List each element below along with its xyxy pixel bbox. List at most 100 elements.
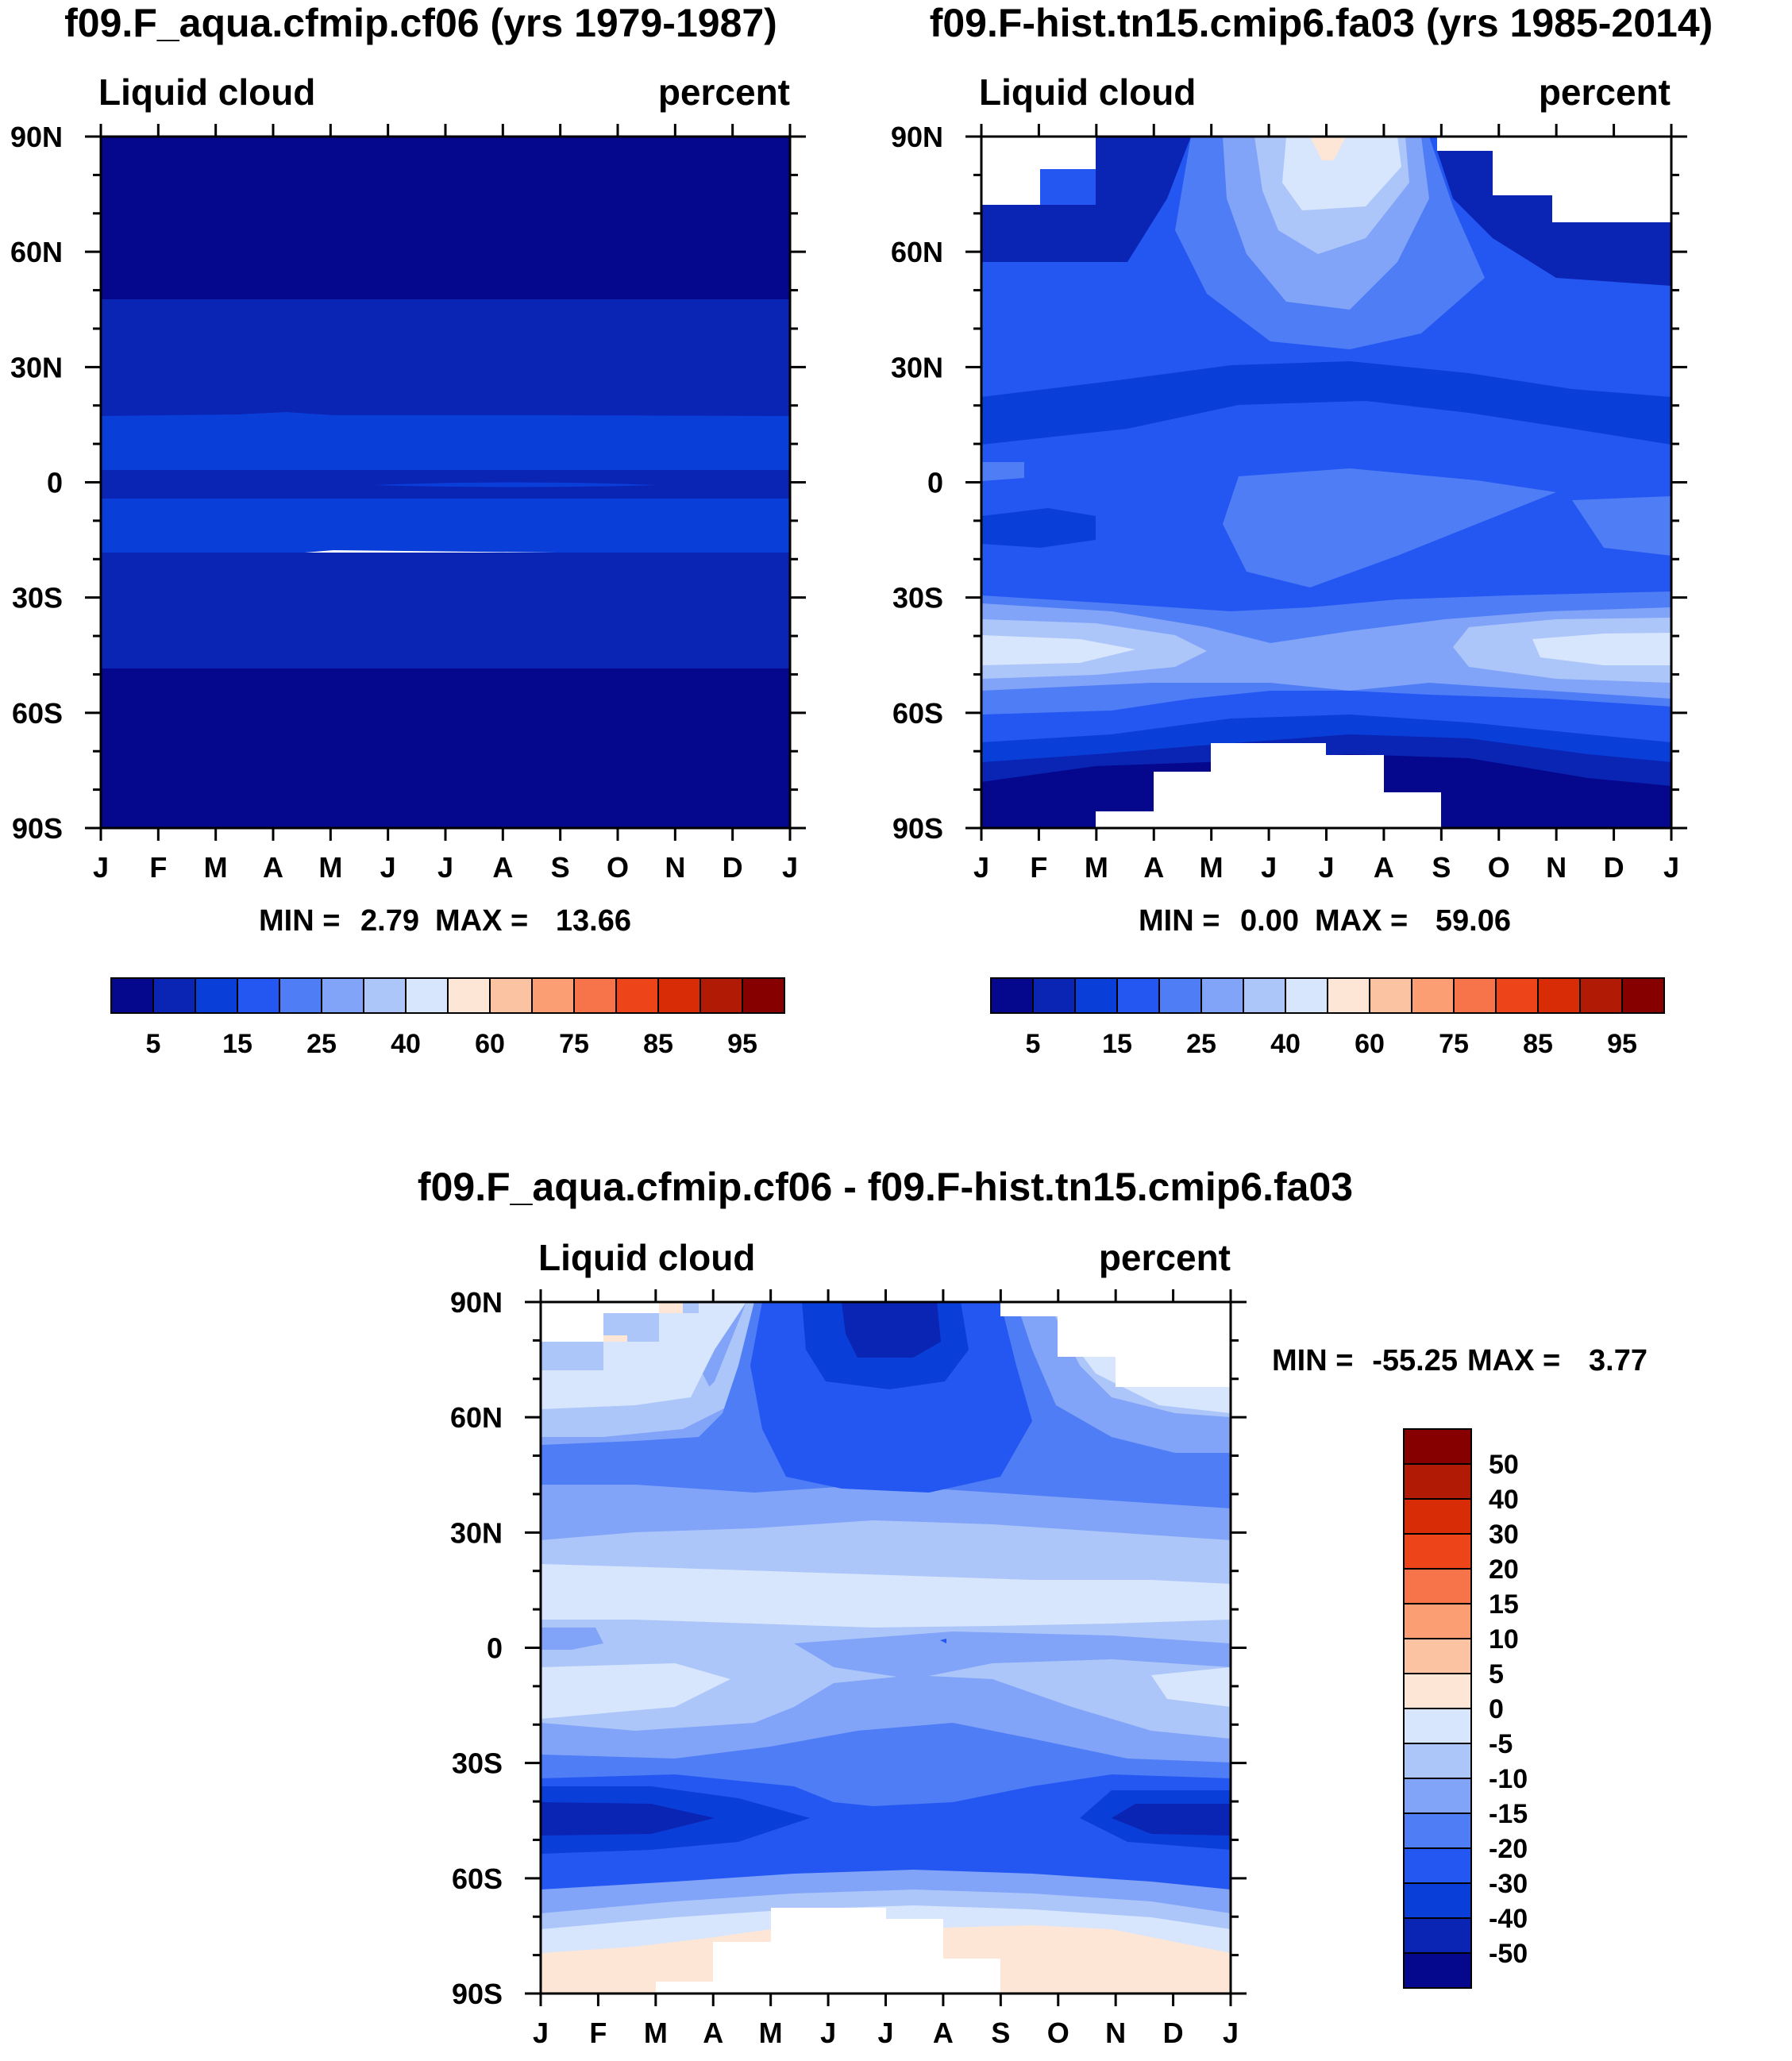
panel-1-band-south-tropics (101, 499, 790, 554)
panel-2-colorbar: 5 15 25 40 60 75 85 95 (990, 977, 1665, 1059)
colorbar-label: 85 (1523, 1029, 1553, 1059)
colorbar-label: 25 (1186, 1029, 1216, 1059)
colorbar-label: 85 (643, 1029, 673, 1059)
colorbar-swatch (1285, 977, 1328, 1014)
colorbar-swatch (1403, 1847, 1472, 1884)
panel-3-south-deepest-right (1112, 1804, 1231, 1836)
panel-3-plot-area (541, 1302, 1231, 1994)
panel-3-north-missing-right (1000, 1302, 1231, 1387)
colorbar-label: 40 (1489, 1485, 1519, 1515)
colorbar-swatch (1327, 977, 1370, 1014)
panel-2-max-label: MAX = (1315, 904, 1408, 938)
colorbar-label: 5 (1026, 1029, 1041, 1059)
colorbar-swatch (699, 977, 743, 1014)
x-tick-label: J (437, 851, 453, 884)
panel-1-band-north-tropics (101, 412, 790, 470)
colorbar-swatch (363, 977, 407, 1014)
colorbar-label: 20 (1489, 1554, 1519, 1585)
panel-2-title: f09.F-hist.tn15.cmip6.fa03 (yrs 1985-201… (930, 1, 1713, 45)
panel-1-band-south-mid (101, 553, 790, 668)
panel-2-north-dark-right (1437, 151, 1671, 286)
x-tick-label: J (782, 851, 798, 884)
panel-2-north-subtropic-dark (981, 361, 1671, 445)
colorbar-swatch (1032, 977, 1076, 1014)
y-tick-label: 90S (892, 812, 943, 845)
panel-2-max-value: 59.06 (1436, 904, 1511, 938)
colorbar-swatch (1403, 1708, 1472, 1744)
y-tick-label: 0 (487, 1632, 503, 1665)
colorbar-label: 60 (475, 1029, 505, 1059)
colorbar-swatch (1116, 977, 1160, 1014)
y-tick-label: 60N (450, 1401, 503, 1434)
x-tick-label: J (877, 2017, 893, 2049)
colorbar-label: 15 (1489, 1589, 1519, 1620)
panel-1-title: f09.F_aqua.cfmip.cf06 (yrs 1979-1987) (64, 1, 777, 45)
panel-3-tick-labels: J F M A M J J A S O N D J 90N 60N 30N 0 30S 60S 90S (450, 1286, 1239, 2049)
x-tick-label: J (820, 2017, 836, 2049)
panel-2-left-label: Liquid cloud (979, 71, 1196, 113)
colorbar-label: -30 (1489, 1869, 1528, 1899)
colorbar-label: 95 (1607, 1029, 1637, 1059)
x-tick-label: A (933, 2017, 954, 2049)
panel-1-right-label: percent (658, 71, 790, 113)
x-tick-label: J (1318, 851, 1334, 884)
colorbar-label: 5 (1489, 1659, 1504, 1689)
y-tick-label: 60N (10, 236, 63, 268)
colorbar-swatch (1411, 977, 1455, 1014)
panel-1-min-label: MIN = (259, 904, 340, 938)
colorbar-label: 15 (1102, 1029, 1132, 1059)
panel-3-north-missing-left (541, 1302, 659, 1342)
colorbar-label: 50 (1489, 1450, 1519, 1480)
panel-3-left-label: Liquid cloud (538, 1237, 755, 1278)
panel-3-right-label: percent (1099, 1237, 1231, 1278)
colorbar-swatch (990, 977, 1034, 1014)
colorbar-label: -50 (1489, 1939, 1528, 1969)
y-tick-label: 0 (927, 467, 943, 499)
colorbar-swatch (489, 977, 533, 1014)
panel-3-south-missing (656, 1908, 1000, 1994)
y-tick-label: 30S (452, 1747, 503, 1780)
colorbar-swatch (1621, 977, 1665, 1014)
panel-1-band-north-polar (101, 137, 790, 299)
panel-2-north-missing-left (981, 137, 1096, 205)
colorbar-swatch (279, 977, 322, 1014)
colorbar-label: 75 (1439, 1029, 1469, 1059)
y-tick-label: 60S (12, 697, 63, 730)
x-tick-label: J (380, 851, 396, 884)
panel-3-tropic-mid-left (541, 1628, 603, 1650)
x-tick-label: M (644, 2017, 668, 2049)
colorbar-swatch (1453, 977, 1497, 1014)
x-tick-label: M (1085, 851, 1108, 884)
colorbar-label: -40 (1489, 1904, 1528, 1934)
panel-2-tick-labels: J F M A M J J A S O N D J 90N 60N 30N 0 30S 60S 90S (891, 121, 1679, 884)
x-tick-label: M (318, 851, 342, 884)
panel-2-north-peach (1310, 137, 1346, 160)
panel-3-north-light-top-left (541, 1302, 746, 1409)
y-tick-label: 30N (10, 351, 63, 383)
x-tick-label: N (1105, 2017, 1126, 2049)
panel-2: f09.F-hist.tn15.cmip6.fa03 (yrs 1985-201… (891, 1, 1713, 1059)
colorbar-swatch (1403, 1498, 1472, 1535)
panel-1-left-label: Liquid cloud (98, 71, 315, 113)
panel-3-south-deepest-left (541, 1802, 715, 1836)
colorbar-swatch (531, 977, 575, 1014)
panel-2-min-label: MIN = (1139, 904, 1220, 938)
panel-2-tropic-right-light (1572, 496, 1671, 556)
x-tick-label: S (551, 851, 570, 884)
colorbar-swatch (1403, 1533, 1472, 1570)
panel-2-min-value: 0.00 (1240, 904, 1299, 938)
panel-2-north-lightest (1282, 137, 1401, 210)
panel-2-tropic-light-left (981, 462, 1024, 481)
panel-3-max-value: 3.77 (1589, 1344, 1647, 1377)
panel-2-plot-area (981, 137, 1671, 828)
colorbar-swatch (1403, 1603, 1472, 1639)
y-tick-label: 90N (891, 121, 943, 153)
panel-2-south-lightest-right (1532, 633, 1671, 665)
y-tick-label: 60S (452, 1863, 503, 1895)
panel-2-right-label: percent (1539, 71, 1671, 113)
panel-3-north-peach-2 (603, 1335, 627, 1342)
colorbar-swatch (1403, 1917, 1472, 1954)
x-tick-label: F (1030, 851, 1047, 884)
panel-1-max-value: 13.66 (556, 904, 631, 938)
